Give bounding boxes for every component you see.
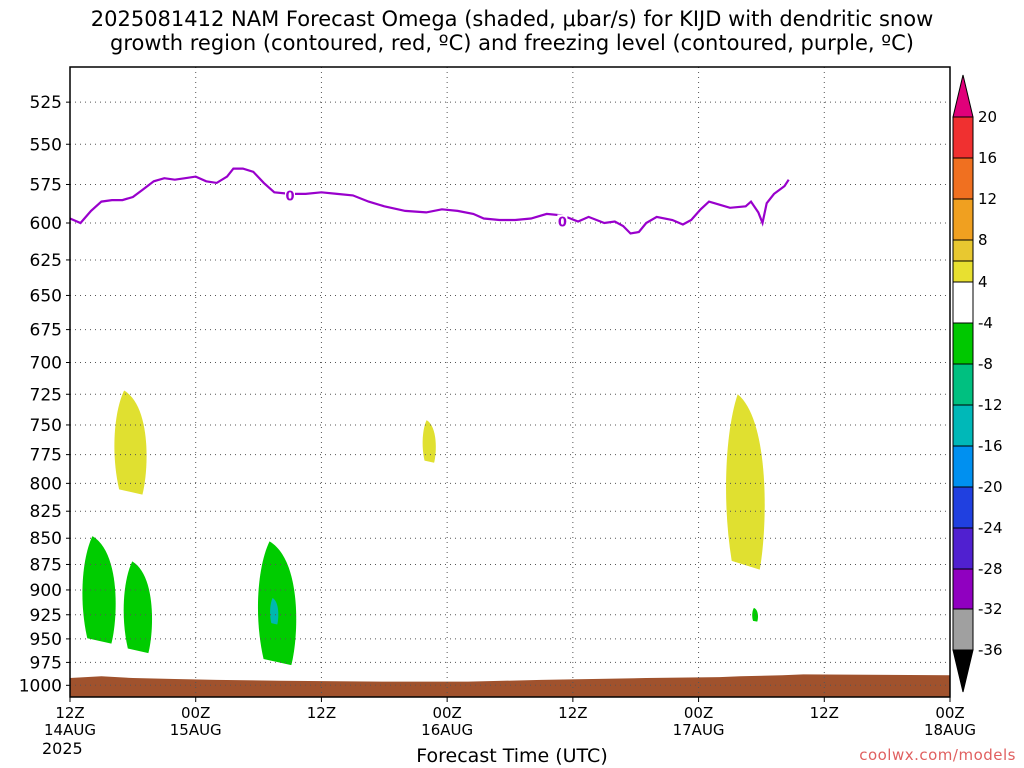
y-tick-label-525: 525 <box>30 93 62 113</box>
x-tick-date-1: 15AUG <box>170 721 222 739</box>
colorbar-label-6: -8 <box>978 355 993 373</box>
colorbar-segment-0 <box>952 116 974 159</box>
freezing-level-line <box>69 167 790 235</box>
x-tick-label-5: 00Z <box>684 704 713 722</box>
colorbar-segment-4 <box>952 260 974 283</box>
colorbar-label-5: -4 <box>978 314 993 332</box>
freezing-label-bg-1 <box>557 214 568 229</box>
colorbar-segment-7 <box>952 363 974 406</box>
omega-region-0 <box>82 536 116 644</box>
y-tick-label-950: 950 <box>30 630 62 650</box>
colorbar-segment-1 <box>952 157 974 200</box>
colorbar-label-7: -12 <box>978 396 1003 414</box>
y-tick-label-675: 675 <box>30 321 62 341</box>
y-tick-label-775: 775 <box>30 446 62 466</box>
y-tick-label-925: 925 <box>30 606 62 626</box>
y-tick-label-725: 725 <box>30 385 62 405</box>
x-tick-label-7: 00Z <box>935 704 964 722</box>
colorbar-segment-10 <box>952 486 974 529</box>
omega-region-2 <box>257 541 297 666</box>
colorbar-segment-9 <box>952 445 974 488</box>
omega-region-5 <box>422 420 436 463</box>
colorbar-segment-2 <box>952 198 974 241</box>
source-credit: coolwx.com/models <box>859 746 1016 764</box>
x-tick-date-3: 16AUG <box>421 721 473 739</box>
y-tick-label-1000: 1000 <box>19 676 62 696</box>
colorbar-label-4: 4 <box>978 273 988 291</box>
y-tick-label-750: 750 <box>30 416 62 436</box>
colorbar-top-arrow <box>952 74 974 118</box>
omega-region-6 <box>726 394 765 570</box>
y-tick-label-825: 825 <box>30 502 62 522</box>
x-axis-title: Forecast Time (UTC) <box>416 745 608 767</box>
omega-region-3 <box>270 597 279 625</box>
y-tick-label-975: 975 <box>30 653 62 673</box>
colorbar-segment-5 <box>952 281 974 324</box>
y-tick-label-800: 800 <box>30 474 62 494</box>
omega-region-4 <box>114 390 147 495</box>
colorbar-segment-8 <box>952 404 974 447</box>
chart-title-line1: 2025081412 NAM Forecast Omega (shaded, μ… <box>90 7 934 31</box>
x-tick-date-5: 17AUG <box>673 721 725 739</box>
colorbar-label-1: 16 <box>978 149 997 167</box>
colorbar-segment-13 <box>952 608 974 651</box>
y-tick-label-875: 875 <box>30 555 62 575</box>
x-tick-label-4: 12Z <box>558 704 587 722</box>
colorbar-label-11: -28 <box>978 560 1003 578</box>
colorbar-segment-3 <box>952 239 974 262</box>
colorbar-label-12: -32 <box>978 600 1003 618</box>
y-tick-label-700: 700 <box>30 354 62 374</box>
colorbar-label-9: -20 <box>978 478 1003 496</box>
colorbar-label-8: -16 <box>978 437 1003 455</box>
colorbar-label-2: 12 <box>978 190 997 208</box>
plot-frame <box>69 66 951 698</box>
freezing-level-label-0: 0 <box>285 189 294 204</box>
colorbar-segment-12 <box>952 568 974 610</box>
y-tick-label-575: 575 <box>30 175 62 195</box>
colorbar-label-10: -24 <box>978 519 1003 537</box>
colorbar-segment-6 <box>952 322 974 365</box>
freezing-label-bg-0 <box>285 188 295 203</box>
colorbar-bottom-arrow <box>952 649 974 693</box>
y-tick-label-900: 900 <box>30 581 62 601</box>
y-tick-label-650: 650 <box>30 286 62 306</box>
x-tick-label-6: 12Z <box>810 704 839 722</box>
colorbar-label-3: 8 <box>978 231 988 249</box>
colorbar-label-0: 20 <box>978 108 997 126</box>
y-tick-label-550: 550 <box>30 135 62 155</box>
y-tick-label-600: 600 <box>30 214 62 234</box>
colorbar-label-13: -36 <box>978 641 1003 659</box>
y-tick-label-625: 625 <box>30 251 62 271</box>
x-tick-label-0: 12Z <box>55 704 84 722</box>
freezing-level-label-1: 0 <box>558 215 567 230</box>
x-tick-label-2: 12Z <box>307 704 336 722</box>
omega-region-1 <box>123 561 153 654</box>
x-tick-date-7: 18AUG <box>924 721 976 739</box>
x-tick-label-1: 00Z <box>181 704 210 722</box>
colorbar-segment-11 <box>952 527 974 570</box>
y-tick-label-850: 850 <box>30 529 62 549</box>
x-tick-label-3: 00Z <box>432 704 461 722</box>
chart-title-line2: growth region (contoured, red, ºC) and f… <box>110 31 914 55</box>
plot-area <box>70 67 950 697</box>
forecast-year: 2025 <box>42 739 83 758</box>
x-tick-date-0: 14AUG <box>44 721 96 739</box>
